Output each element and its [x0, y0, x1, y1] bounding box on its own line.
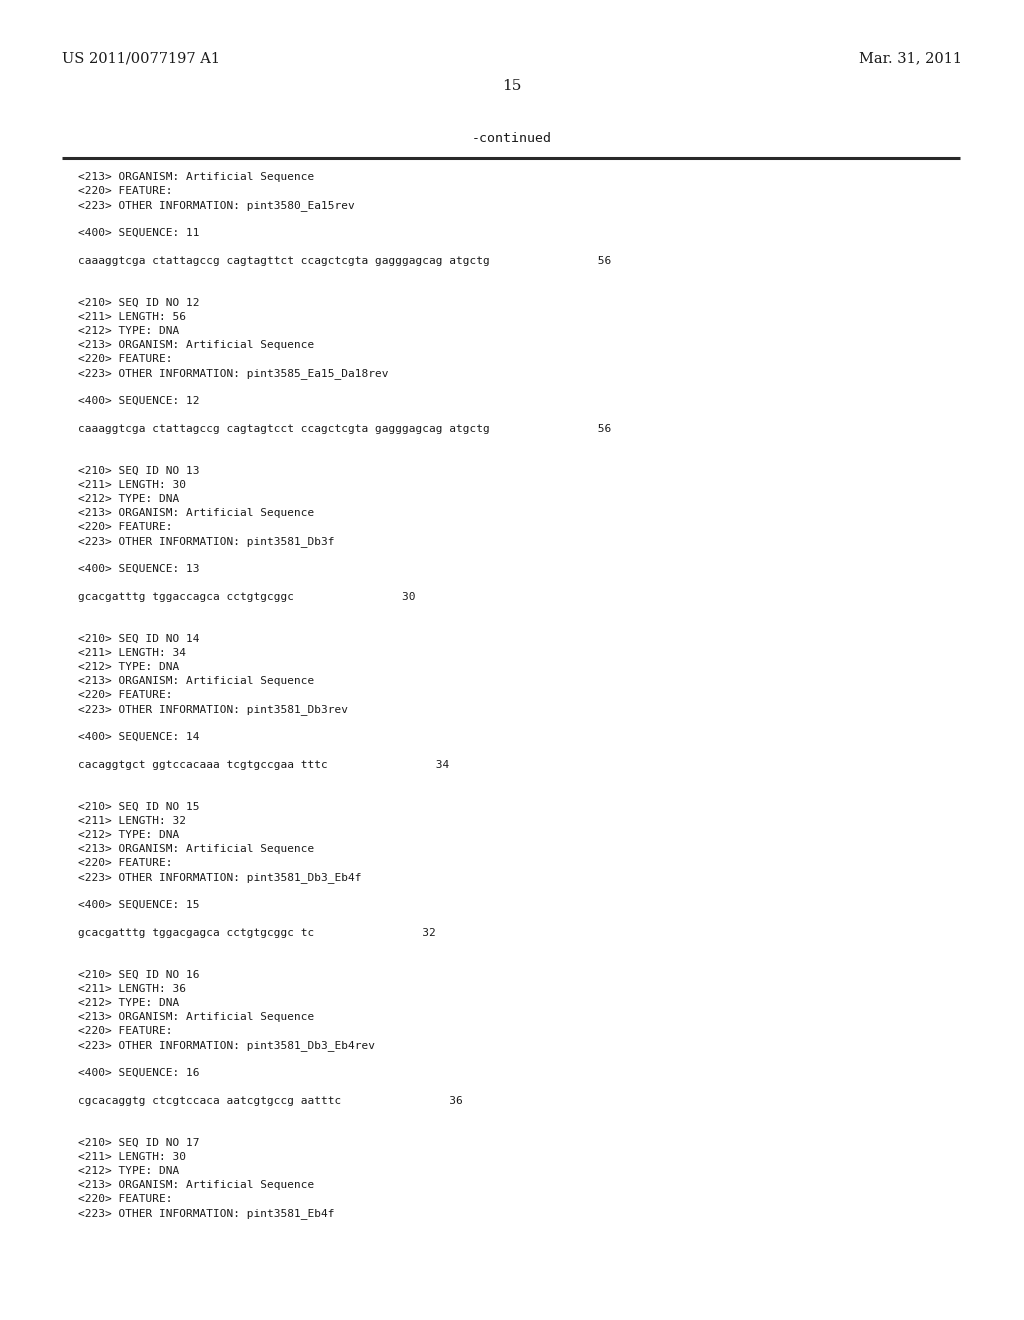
Text: <400> SEQUENCE: 14: <400> SEQUENCE: 14	[78, 733, 200, 742]
Text: <223> OTHER INFORMATION: pint3581_Db3rev: <223> OTHER INFORMATION: pint3581_Db3rev	[78, 704, 348, 715]
Text: <400> SEQUENCE: 11: <400> SEQUENCE: 11	[78, 228, 200, 238]
Text: <212> TYPE: DNA: <212> TYPE: DNA	[78, 494, 179, 504]
Text: <213> ORGANISM: Artificial Sequence: <213> ORGANISM: Artificial Sequence	[78, 172, 314, 182]
Text: <220> FEATURE:: <220> FEATURE:	[78, 690, 172, 700]
Text: <210> SEQ ID NO 16: <210> SEQ ID NO 16	[78, 970, 200, 979]
Text: <212> TYPE: DNA: <212> TYPE: DNA	[78, 830, 179, 840]
Text: <223> OTHER INFORMATION: pint3581_Db3f: <223> OTHER INFORMATION: pint3581_Db3f	[78, 536, 335, 546]
Text: <400> SEQUENCE: 13: <400> SEQUENCE: 13	[78, 564, 200, 574]
Text: <220> FEATURE:: <220> FEATURE:	[78, 858, 172, 869]
Text: <223> OTHER INFORMATION: pint3585_Ea15_Da18rev: <223> OTHER INFORMATION: pint3585_Ea15_D…	[78, 368, 388, 379]
Text: <223> OTHER INFORMATION: pint3581_Eb4f: <223> OTHER INFORMATION: pint3581_Eb4f	[78, 1208, 335, 1218]
Text: <223> OTHER INFORMATION: pint3581_Db3_Eb4rev: <223> OTHER INFORMATION: pint3581_Db3_Eb…	[78, 1040, 375, 1051]
Text: <211> LENGTH: 32: <211> LENGTH: 32	[78, 816, 186, 826]
Text: <223> OTHER INFORMATION: pint3580_Ea15rev: <223> OTHER INFORMATION: pint3580_Ea15re…	[78, 201, 354, 211]
Text: US 2011/0077197 A1: US 2011/0077197 A1	[62, 51, 220, 65]
Text: <213> ORGANISM: Artificial Sequence: <213> ORGANISM: Artificial Sequence	[78, 508, 314, 517]
Text: <211> LENGTH: 30: <211> LENGTH: 30	[78, 480, 186, 490]
Text: caaaggtcga ctattagccg cagtagttct ccagctcgta gagggagcag atgctg                56: caaaggtcga ctattagccg cagtagttct ccagctc…	[78, 256, 611, 267]
Text: <210> SEQ ID NO 13: <210> SEQ ID NO 13	[78, 466, 200, 477]
Text: <210> SEQ ID NO 17: <210> SEQ ID NO 17	[78, 1138, 200, 1148]
Text: gcacgatttg tggaccagca cctgtgcggc                30: gcacgatttg tggaccagca cctgtgcggc 30	[78, 591, 416, 602]
Text: <212> TYPE: DNA: <212> TYPE: DNA	[78, 1166, 179, 1176]
Text: cgcacaggtg ctcgtccaca aatcgtgccg aatttc                36: cgcacaggtg ctcgtccaca aatcgtgccg aatttc …	[78, 1096, 463, 1106]
Text: <220> FEATURE:: <220> FEATURE:	[78, 354, 172, 364]
Text: Mar. 31, 2011: Mar. 31, 2011	[859, 51, 962, 65]
Text: <212> TYPE: DNA: <212> TYPE: DNA	[78, 663, 179, 672]
Text: <210> SEQ ID NO 14: <210> SEQ ID NO 14	[78, 634, 200, 644]
Text: <220> FEATURE:: <220> FEATURE:	[78, 1026, 172, 1036]
Text: <220> FEATURE:: <220> FEATURE:	[78, 521, 172, 532]
Text: gcacgatttg tggacgagca cctgtgcggc tc                32: gcacgatttg tggacgagca cctgtgcggc tc 32	[78, 928, 436, 939]
Text: <220> FEATURE:: <220> FEATURE:	[78, 186, 172, 195]
Text: <220> FEATURE:: <220> FEATURE:	[78, 1195, 172, 1204]
Text: cacaggtgct ggtccacaaa tcgtgccgaa tttc                34: cacaggtgct ggtccacaaa tcgtgccgaa tttc 34	[78, 760, 450, 770]
Text: <211> LENGTH: 56: <211> LENGTH: 56	[78, 312, 186, 322]
Text: <400> SEQUENCE: 12: <400> SEQUENCE: 12	[78, 396, 200, 407]
Text: <213> ORGANISM: Artificial Sequence: <213> ORGANISM: Artificial Sequence	[78, 1012, 314, 1022]
Text: <213> ORGANISM: Artificial Sequence: <213> ORGANISM: Artificial Sequence	[78, 843, 314, 854]
Text: caaaggtcga ctattagccg cagtagtcct ccagctcgta gagggagcag atgctg                56: caaaggtcga ctattagccg cagtagtcct ccagctc…	[78, 424, 611, 434]
Text: <213> ORGANISM: Artificial Sequence: <213> ORGANISM: Artificial Sequence	[78, 676, 314, 686]
Text: <210> SEQ ID NO 12: <210> SEQ ID NO 12	[78, 298, 200, 308]
Text: <213> ORGANISM: Artificial Sequence: <213> ORGANISM: Artificial Sequence	[78, 341, 314, 350]
Text: <212> TYPE: DNA: <212> TYPE: DNA	[78, 326, 179, 337]
Text: <223> OTHER INFORMATION: pint3581_Db3_Eb4f: <223> OTHER INFORMATION: pint3581_Db3_Eb…	[78, 873, 361, 883]
Text: <213> ORGANISM: Artificial Sequence: <213> ORGANISM: Artificial Sequence	[78, 1180, 314, 1191]
Text: <212> TYPE: DNA: <212> TYPE: DNA	[78, 998, 179, 1008]
Text: <210> SEQ ID NO 15: <210> SEQ ID NO 15	[78, 803, 200, 812]
Text: <211> LENGTH: 34: <211> LENGTH: 34	[78, 648, 186, 657]
Text: <211> LENGTH: 30: <211> LENGTH: 30	[78, 1152, 186, 1162]
Text: 15: 15	[503, 79, 521, 92]
Text: <211> LENGTH: 36: <211> LENGTH: 36	[78, 983, 186, 994]
Text: -continued: -continued	[472, 132, 552, 145]
Text: <400> SEQUENCE: 15: <400> SEQUENCE: 15	[78, 900, 200, 909]
Text: <400> SEQUENCE: 16: <400> SEQUENCE: 16	[78, 1068, 200, 1078]
